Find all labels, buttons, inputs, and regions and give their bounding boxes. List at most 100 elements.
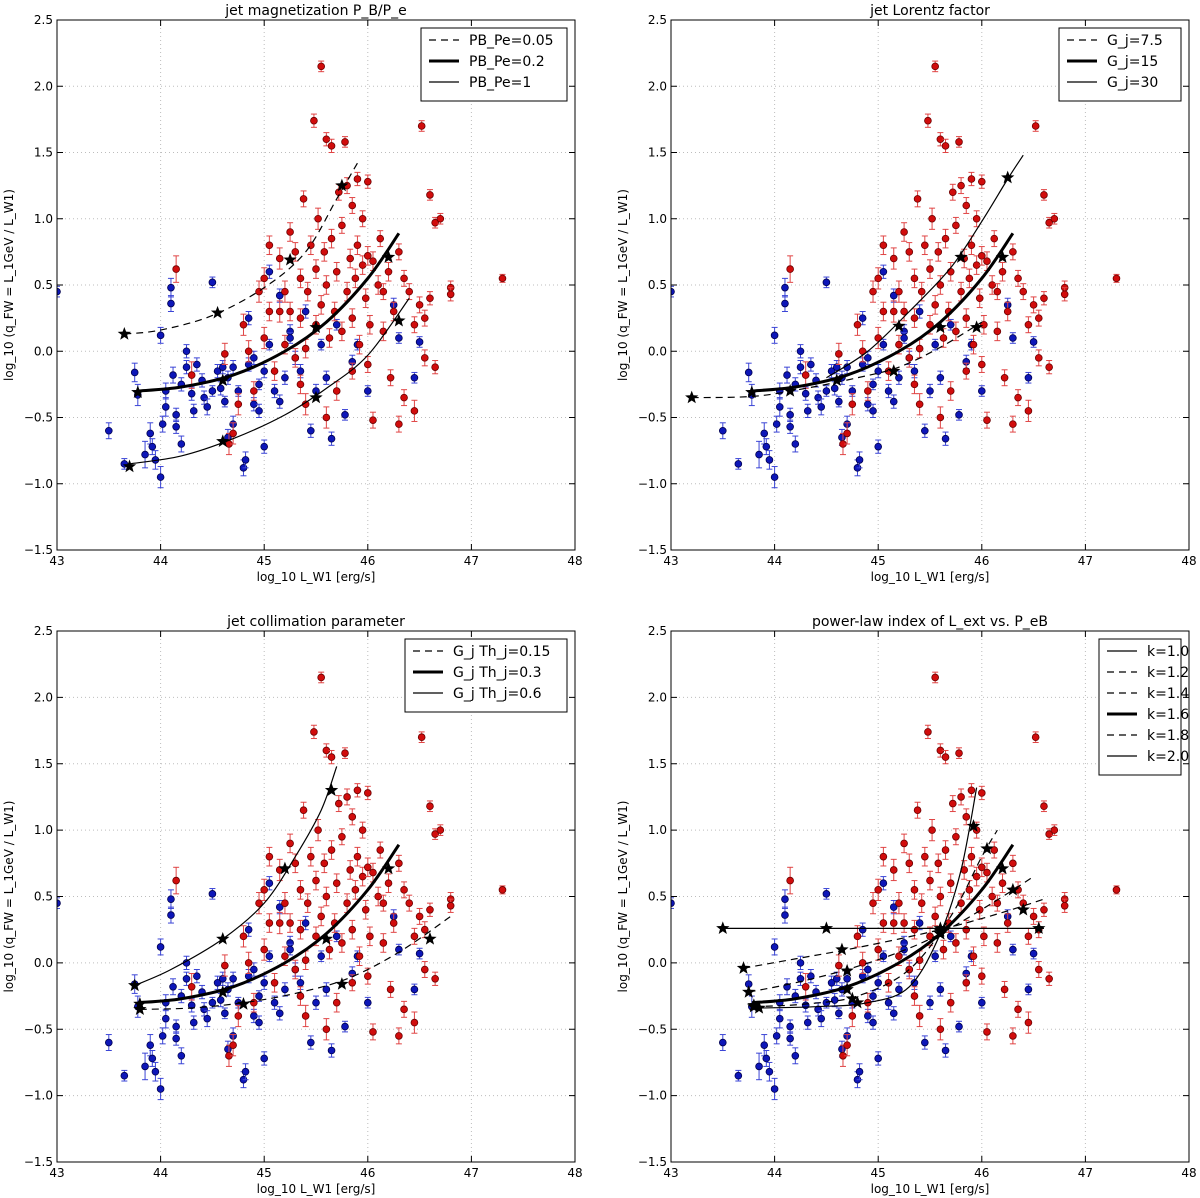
blue-data-point xyxy=(884,998,893,1007)
red-data-point xyxy=(317,62,325,71)
red-data-point xyxy=(905,354,914,362)
red-data-point xyxy=(351,886,360,894)
red-data-point xyxy=(1019,287,1028,296)
blue-data-point xyxy=(255,380,263,389)
y-tick-label: 2.0 xyxy=(34,690,53,704)
legend-label: k=1.8 xyxy=(1147,728,1189,744)
model-star xyxy=(122,459,137,473)
blue-data-point xyxy=(801,389,810,398)
red-data-point xyxy=(1034,354,1043,362)
red-data-point xyxy=(431,975,439,983)
red-data-point xyxy=(934,248,943,256)
y-tick-label: 0.5 xyxy=(34,890,53,904)
blue-data-point xyxy=(146,429,155,438)
red-data-point xyxy=(395,248,403,256)
red-data-point xyxy=(405,899,414,907)
red-data-point xyxy=(410,407,419,415)
model-curve-1 xyxy=(139,915,452,1010)
red-data-point xyxy=(234,400,243,409)
blue-data-point xyxy=(156,1085,165,1093)
model-star xyxy=(236,997,251,1010)
blue-data-point xyxy=(772,420,781,428)
red-data-point xyxy=(843,429,851,438)
blue-data-point xyxy=(167,299,175,308)
blue-data-point xyxy=(332,320,341,329)
red-data-point xyxy=(969,952,978,961)
red-data-point xyxy=(417,122,426,130)
red-data-point xyxy=(1060,290,1069,299)
x-tick-label: 43 xyxy=(663,554,678,568)
blue-data-point xyxy=(182,363,191,371)
red-data-point xyxy=(363,177,372,186)
blue-data-point xyxy=(229,975,237,983)
blue-data-point xyxy=(156,943,165,951)
red-data-point xyxy=(172,265,180,273)
blue-data-point xyxy=(941,1046,950,1055)
model-star xyxy=(381,250,396,263)
blue-data-point xyxy=(255,407,263,415)
model-star xyxy=(1016,902,1030,916)
blue-data-point xyxy=(835,1009,843,1018)
red-data-point xyxy=(265,852,274,861)
model-curves xyxy=(685,154,1024,404)
red-data-point xyxy=(941,142,950,150)
red-data-point xyxy=(895,899,903,907)
blue-data-point xyxy=(946,320,955,329)
model-star xyxy=(216,373,230,387)
red-data-point xyxy=(948,188,957,197)
blue-data-point xyxy=(130,368,139,377)
red-data-point xyxy=(348,925,357,934)
blue-data-point xyxy=(889,903,898,911)
red-data-point xyxy=(379,287,388,296)
model-star xyxy=(966,819,981,832)
model-star xyxy=(133,1002,147,1015)
model-curves xyxy=(128,766,452,1015)
model-star xyxy=(381,861,396,875)
red-data-point xyxy=(395,1032,403,1040)
x-tick-label: 48 xyxy=(1181,554,1196,568)
blue-data-point xyxy=(172,1034,180,1043)
blue-data-point xyxy=(203,403,212,411)
blue-data-point xyxy=(260,367,269,375)
blue-data-point xyxy=(275,903,284,911)
x-tick-label: 45 xyxy=(871,1166,886,1180)
red-data-point xyxy=(426,905,434,914)
model-curves xyxy=(716,787,1046,1014)
legend: PB_Pe=0.05 PB_Pe=0.2 PB_Pe=1 xyxy=(420,27,568,102)
red-data-point xyxy=(420,354,429,362)
blue-data-point xyxy=(57,899,61,907)
x-tick-label: 43 xyxy=(663,1166,678,1180)
blue-data-point xyxy=(822,387,831,395)
blue-data-point xyxy=(218,975,227,983)
blue-data-point xyxy=(241,456,250,464)
red-data-point xyxy=(910,886,919,894)
model-star xyxy=(752,1001,766,1014)
red-data-point xyxy=(988,281,996,289)
model-star xyxy=(685,390,699,404)
red-data-point xyxy=(801,371,810,379)
blue-data-point xyxy=(286,334,294,342)
red-data-point xyxy=(358,826,367,834)
red-data-point xyxy=(1014,393,1022,402)
red-data-point xyxy=(405,287,414,296)
red-data-point xyxy=(905,248,914,256)
red-data-point xyxy=(431,363,439,371)
blue-data-point xyxy=(296,978,305,987)
legend-label: G_j=7.5 xyxy=(1107,33,1163,49)
red-data-point xyxy=(250,998,258,1007)
red-data-point xyxy=(322,892,331,901)
blue-data-point xyxy=(260,1054,269,1063)
blue-data-point xyxy=(822,278,831,287)
blue-data-point xyxy=(755,450,763,459)
red-data-point xyxy=(1009,859,1017,868)
red-data-point xyxy=(879,241,888,250)
red-data-point xyxy=(426,191,434,199)
blue-data-point xyxy=(161,1014,170,1023)
blue-data-point xyxy=(255,992,263,1000)
blue-data-point xyxy=(363,998,372,1007)
blue-data-point xyxy=(275,397,284,406)
red-data-point xyxy=(874,274,882,283)
red-data-point xyxy=(967,852,976,861)
red-data-point xyxy=(874,945,882,954)
red-data-point xyxy=(384,879,393,888)
